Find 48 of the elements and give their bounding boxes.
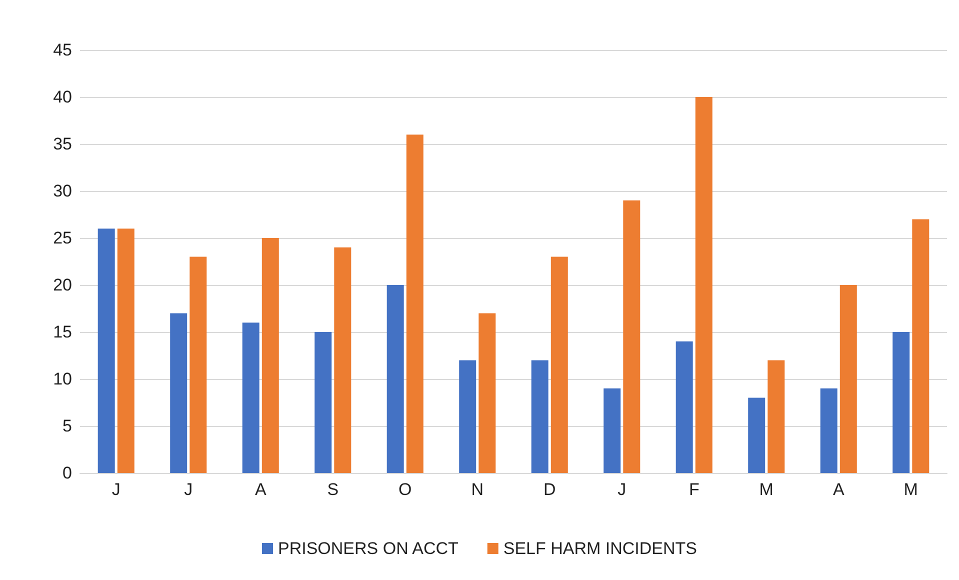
y-tick-label: 0 bbox=[62, 464, 72, 482]
bar bbox=[676, 341, 693, 473]
bar bbox=[768, 360, 785, 473]
bar bbox=[820, 388, 838, 473]
y-tick-label: 45 bbox=[53, 40, 72, 60]
x-tick-label: O bbox=[398, 480, 412, 499]
bar bbox=[459, 360, 476, 473]
bar bbox=[262, 238, 279, 473]
y-tick-label: 10 bbox=[53, 370, 72, 388]
x-tick-label: M bbox=[904, 480, 918, 499]
bar bbox=[314, 332, 332, 473]
bar bbox=[98, 228, 115, 473]
y-tick-label: 20 bbox=[53, 276, 72, 294]
bar bbox=[478, 313, 496, 473]
bar bbox=[386, 285, 404, 473]
x-tick-label: F bbox=[688, 480, 700, 499]
legend-label: SELF HARM INCIDENTS bbox=[503, 539, 697, 558]
bar bbox=[531, 360, 548, 473]
bar bbox=[190, 256, 207, 473]
bar bbox=[406, 134, 424, 473]
bar bbox=[242, 322, 260, 473]
legend-label: PRISONERS ON ACCT bbox=[278, 539, 458, 558]
bar bbox=[695, 97, 712, 473]
x-tick-label: M bbox=[759, 480, 774, 499]
bar bbox=[912, 219, 930, 473]
bar bbox=[550, 256, 568, 473]
x-tick-label: S bbox=[327, 480, 339, 499]
bar bbox=[170, 313, 188, 473]
y-tick-label: 30 bbox=[53, 182, 72, 200]
y-tick-label: 40 bbox=[53, 88, 72, 106]
bar bbox=[623, 200, 640, 473]
x-tick-label: D bbox=[543, 480, 556, 499]
y-tick-label: 25 bbox=[53, 228, 72, 248]
bar bbox=[604, 388, 621, 473]
y-tick-label: 35 bbox=[53, 134, 72, 154]
y-tick-label: 5 bbox=[62, 416, 72, 436]
y-tick-label: 15 bbox=[53, 322, 72, 342]
x-tick-label: A bbox=[254, 480, 267, 499]
x-tick-label: N bbox=[471, 480, 484, 499]
bar bbox=[840, 285, 857, 473]
x-tick-label: J bbox=[184, 480, 193, 499]
bar bbox=[748, 398, 766, 473]
x-tick-label: A bbox=[832, 480, 845, 499]
x-tick-label: J bbox=[618, 480, 626, 499]
bar bbox=[334, 247, 352, 473]
x-tick-label: J bbox=[112, 480, 120, 499]
bar bbox=[892, 332, 910, 473]
bar bbox=[117, 228, 134, 473]
